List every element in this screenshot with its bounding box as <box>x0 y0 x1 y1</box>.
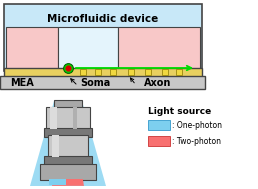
Bar <box>50 107 57 129</box>
Text: : One-photon: : One-photon <box>172 121 222 129</box>
Text: Microfluidic device: Microfluidic device <box>47 14 159 24</box>
Bar <box>148 136 170 146</box>
Bar <box>110 69 116 75</box>
Bar <box>73 107 77 129</box>
Bar <box>145 69 151 75</box>
Bar <box>49 179 66 185</box>
Bar <box>46 107 90 129</box>
Text: : Two-photon: : Two-photon <box>172 136 221 146</box>
Bar <box>176 69 182 75</box>
Bar <box>40 164 96 180</box>
Bar <box>66 179 83 185</box>
Polygon shape <box>52 101 84 186</box>
Text: MEA: MEA <box>10 78 34 88</box>
Bar <box>118 27 200 69</box>
Bar <box>6 27 58 69</box>
Bar <box>54 100 82 109</box>
Bar <box>162 69 168 75</box>
Bar <box>128 69 134 75</box>
Bar <box>0 76 205 89</box>
Bar <box>44 128 92 137</box>
Bar <box>44 156 92 165</box>
Bar <box>4 68 202 77</box>
Bar <box>95 69 101 75</box>
Bar <box>148 120 170 130</box>
Bar <box>52 135 59 157</box>
Text: Soma: Soma <box>80 78 110 88</box>
Text: Axon: Axon <box>144 78 172 88</box>
Bar <box>48 135 88 157</box>
Text: Light source: Light source <box>148 106 211 115</box>
Bar <box>58 27 118 69</box>
Polygon shape <box>30 101 106 186</box>
Bar <box>80 69 86 75</box>
Bar <box>4 4 202 71</box>
